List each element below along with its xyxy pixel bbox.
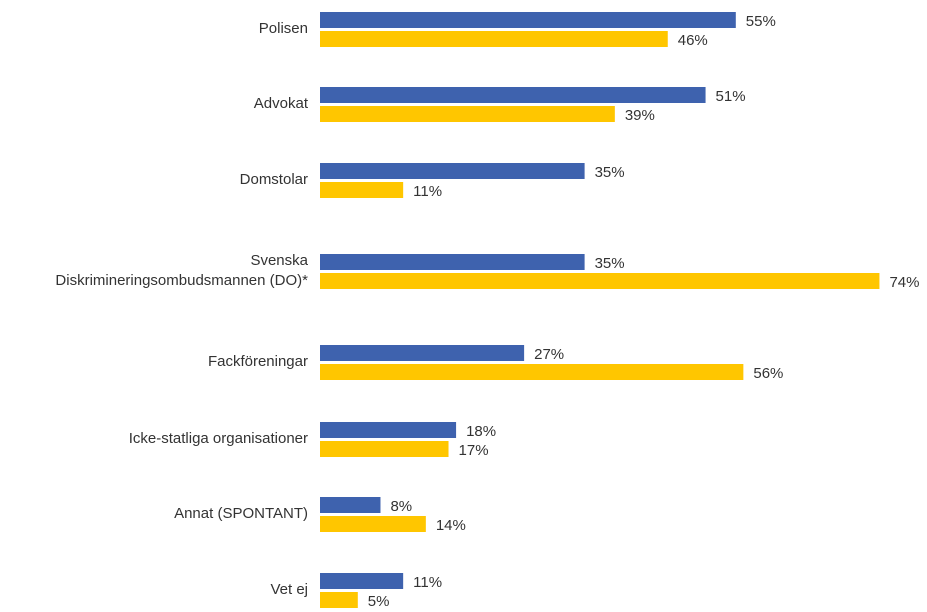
value-label: 17% (459, 442, 489, 459)
bar (320, 516, 426, 532)
bar (320, 345, 525, 361)
value-label: 11% (413, 574, 442, 591)
bar (320, 254, 585, 270)
value-label: 39% (625, 107, 655, 124)
category-label: Vet ej (270, 581, 308, 598)
value-label: 27% (534, 346, 564, 363)
value-label: 56% (753, 365, 783, 382)
bar (320, 422, 457, 438)
bar (320, 441, 449, 457)
bar (320, 87, 706, 103)
bar (320, 31, 668, 47)
bar (320, 497, 381, 513)
category-label: Svenska Diskrimineringsombudsmannen (DO)* (55, 252, 308, 289)
value-label: 5% (368, 593, 390, 610)
value-label: 55% (746, 13, 776, 30)
category-label: Icke-statliga organisationer (129, 430, 308, 447)
category-label: Polisen (259, 20, 308, 37)
bar (320, 573, 404, 589)
value-label: 35% (595, 164, 625, 181)
bar (320, 163, 585, 179)
value-label: 14% (436, 517, 466, 534)
bar (320, 12, 736, 28)
value-label: 11% (413, 183, 442, 200)
value-label: 35% (595, 255, 625, 272)
bar (320, 273, 880, 289)
value-label: 46% (678, 32, 708, 49)
category-label: Domstolar (240, 171, 308, 188)
value-label: 18% (466, 423, 496, 440)
bar (320, 106, 615, 122)
bar (320, 592, 358, 608)
category-label: Annat (SPONTANT) (174, 505, 308, 522)
bar (320, 182, 404, 198)
category-label: Fackföreningar (208, 353, 308, 370)
bar (320, 364, 744, 380)
value-label: 8% (390, 498, 412, 515)
category-label: Advokat (254, 95, 309, 112)
value-label: 74% (889, 274, 919, 291)
value-label: 51% (716, 88, 746, 105)
